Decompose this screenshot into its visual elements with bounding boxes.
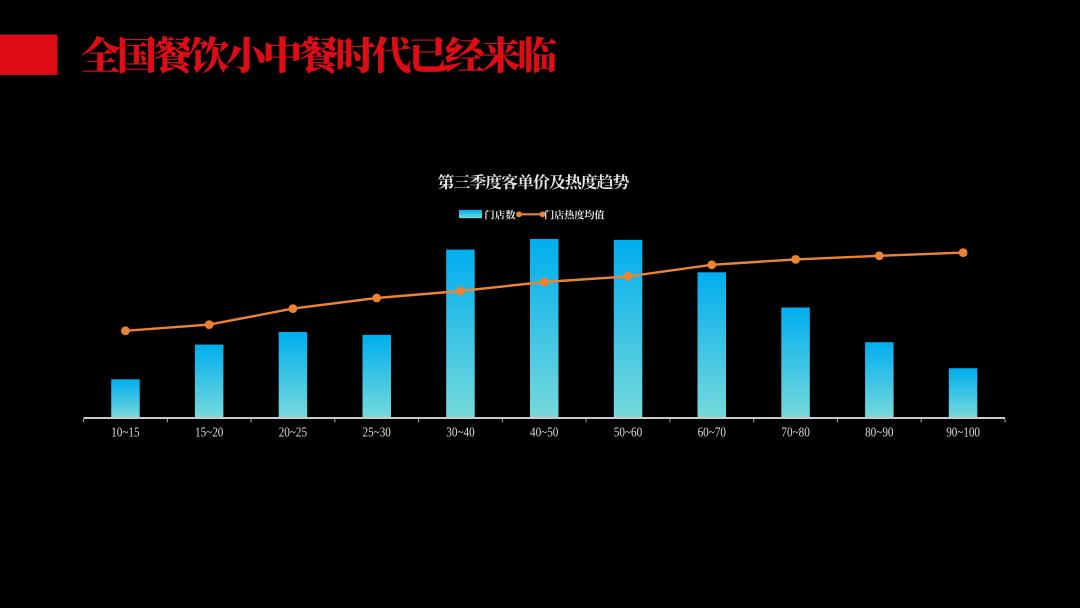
svg-text:60~70: 60~70 (698, 425, 727, 440)
svg-text:25~30: 25~30 (363, 425, 392, 440)
svg-text:15~20: 15~20 (195, 425, 224, 440)
svg-text:90~100: 90~100 (946, 425, 980, 440)
svg-text:50~60: 50~60 (614, 425, 643, 440)
svg-text:80~90: 80~90 (865, 425, 894, 440)
svg-text:40~50: 40~50 (530, 425, 559, 440)
svg-text:30~40: 30~40 (446, 425, 475, 440)
svg-text:10~15: 10~15 (111, 425, 140, 440)
svg-text:20~25: 20~25 (279, 425, 308, 440)
svg-text:70~80: 70~80 (781, 425, 810, 440)
